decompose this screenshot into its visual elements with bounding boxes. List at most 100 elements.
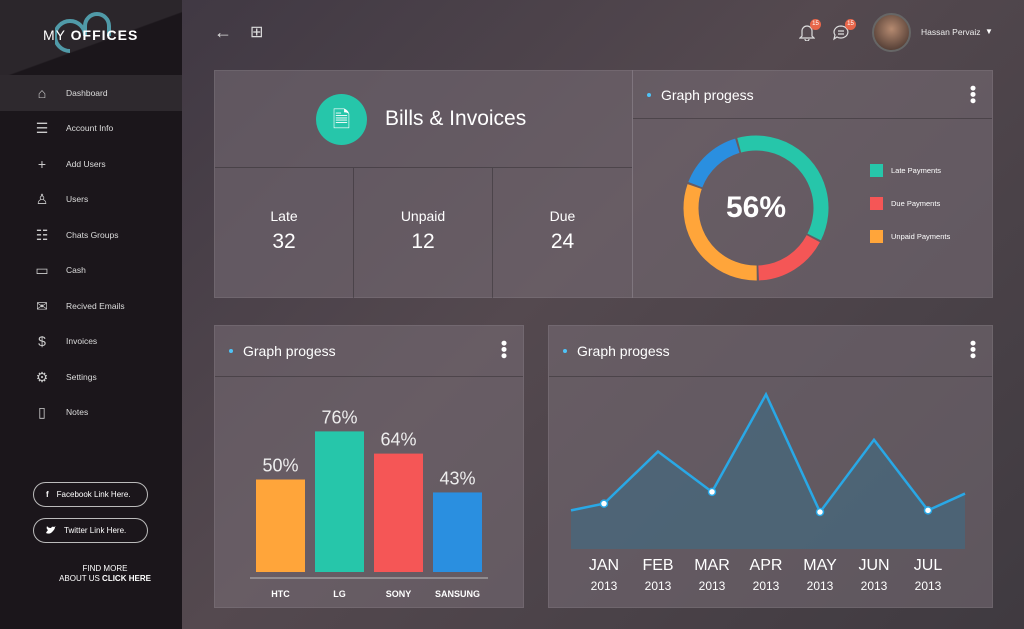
area-chart: JAN 2013 FEB 2013 MAR 2013 APR 2013 MAY 2013 JUN 20…: [570, 391, 966, 593]
stat-due: Due 24: [493, 167, 632, 298]
click-here-link[interactable]: CLICK HERE: [102, 574, 151, 583]
invoice-icon: $: [38, 333, 46, 350]
avatar[interactable]: [872, 13, 911, 52]
more-options-icon[interactable]: •••: [963, 340, 983, 359]
sidebar-item-account-info[interactable]: ☰ Account Info: [0, 111, 182, 147]
back-arrow-icon[interactable]: ←: [214, 22, 232, 42]
sidebar-item-recived-emails[interactable]: ✉ Recived Emails: [0, 288, 182, 324]
bullet-icon: [563, 349, 567, 353]
legend-late: Late Payments: [870, 164, 941, 177]
sidebar-item-label: Add Users: [66, 158, 106, 169]
year-label: 2013: [915, 579, 942, 593]
add-users-icon: +: [37, 155, 47, 172]
panel-header: Graph progess •••: [633, 71, 992, 119]
bills-title: Bills & Invoices: [385, 107, 527, 130]
chevron-down-icon[interactable]: ▼: [985, 27, 993, 36]
bar-value-label: 76%: [321, 407, 357, 427]
sidebar-item-chats-groups[interactable]: ☷ Chats Groups: [0, 217, 182, 253]
donut-segment: [683, 135, 829, 281]
legend-swatch: [870, 164, 883, 177]
gear-icon: ⚙: [35, 368, 49, 385]
sidebar-item-label: Invoices: [66, 336, 98, 347]
facebook-link[interactable]: f Facebook Link Here.: [33, 482, 148, 507]
chat-groups-icon: ☷: [35, 226, 49, 243]
legend-swatch: [870, 230, 883, 243]
about-text: ABOUT US: [59, 574, 100, 583]
sidebar-item-label: Notes: [66, 407, 89, 418]
users-icon: ♙: [35, 191, 49, 208]
year-label: 2013: [699, 579, 726, 593]
find-more: FIND MORE ABOUT US CLICK HERE: [30, 564, 180, 584]
donut-center-value: 56%: [725, 191, 787, 224]
month-label: JAN: [589, 557, 619, 574]
facebook-label: Facebook Link Here.: [56, 490, 131, 499]
stat-label: Late: [270, 208, 298, 224]
sidebar-item-users[interactable]: ♙ Users: [0, 182, 182, 218]
twitter-icon: [46, 526, 56, 534]
stat-value: 24: [550, 230, 575, 253]
logo-text-bold: OFFICES: [70, 27, 139, 43]
area-line: [570, 391, 966, 515]
bullet-icon: [647, 92, 651, 97]
bell-icon[interactable]: [799, 24, 815, 41]
bar-category-label: SONY: [386, 589, 412, 599]
stat-label: Due: [549, 208, 576, 224]
logo-text: MY: [43, 27, 66, 43]
data-point: [923, 506, 933, 515]
bar-value-label: 50%: [262, 456, 298, 476]
month-label: MAR: [694, 557, 730, 574]
twitter-label: Twitter Link Here.: [64, 526, 127, 535]
year-label: 2013: [807, 579, 834, 593]
grid-icon[interactable]: ⊞: [250, 24, 264, 41]
sidebar-item-add-users[interactable]: + Add Users: [0, 146, 182, 182]
sidebar: MY OFFICES ⌂ Dashboard ☰ Account Info + Add U…: [0, 0, 182, 629]
invoice-icon: 🗎: [316, 93, 367, 145]
message-badge: 15: [845, 19, 856, 30]
home-icon: ⌂: [37, 84, 47, 101]
legend-label: Late Payments: [891, 166, 942, 175]
account-icon: ☰: [35, 120, 49, 137]
sidebar-item-notes[interactable]: ▯ Notes: [0, 395, 182, 431]
stat-value: 32: [272, 230, 296, 253]
bar: [256, 479, 305, 572]
stat-late: Late 32: [215, 167, 354, 298]
data-point: [599, 499, 609, 508]
sidebar-item-cash[interactable]: ▭ Cash: [0, 253, 182, 289]
legend-due: Due Payments: [870, 197, 940, 210]
cash-icon: ▭: [35, 262, 49, 279]
bar-category-label: LG: [333, 589, 346, 599]
year-label: 2013: [645, 579, 672, 593]
sidebar-item-label: Users: [66, 194, 89, 205]
sidebar-item-label: Account Info: [66, 123, 114, 134]
bar-chart: 50% HTC 76% LG 64% SONY 43% SANSUNG: [250, 407, 488, 599]
user-name[interactable]: Hassan Pervaiz: [921, 27, 981, 37]
sidebar-item-label: Chats Groups: [66, 229, 119, 240]
more-options-icon[interactable]: •••: [963, 85, 983, 104]
bills-header: 🗎 Bills & Invoices: [215, 71, 632, 167]
line-panel: Graph progess ••• JAN 2013 FEB 2013 MAR 2013 AP…: [548, 325, 993, 608]
panel-title: Graph progess: [577, 343, 670, 359]
more-options-icon[interactable]: •••: [494, 340, 514, 359]
logo[interactable]: MY OFFICES: [0, 0, 182, 75]
sidebar-item-invoices[interactable]: $ Invoices: [0, 324, 182, 360]
sidebar-item-label: Cash: [66, 265, 86, 276]
month-label: JUN: [858, 557, 889, 574]
legend-label: Unpaid Payments: [891, 232, 951, 241]
bar: [315, 431, 364, 572]
donut-panel: Graph progess ••• 56%: [632, 70, 993, 298]
sidebar-item-dashboard[interactable]: ⌂ Dashboard: [0, 75, 182, 111]
panel-header: Graph progess •••: [549, 326, 992, 377]
bar-panel: Graph progess ••• 50% HTC 76% LG 64% SONY 43% SA…: [214, 325, 524, 608]
panel-header: Graph progess •••: [215, 326, 523, 377]
sidebar-item-label: Recived Emails: [66, 300, 125, 311]
twitter-link[interactable]: Twitter Link Here.: [33, 518, 148, 543]
bar-category-label: SANSUNG: [435, 589, 480, 599]
notification-badge: 15: [810, 19, 821, 30]
sidebar-item-settings[interactable]: ⚙ Settings: [0, 359, 182, 395]
panel-title: Graph progess: [243, 343, 336, 359]
bar: [374, 453, 423, 572]
month-label: FEB: [642, 557, 673, 574]
stat-value: 12: [411, 230, 435, 253]
bar-value-label: 43%: [439, 468, 475, 488]
bar-value-label: 64%: [380, 430, 416, 450]
